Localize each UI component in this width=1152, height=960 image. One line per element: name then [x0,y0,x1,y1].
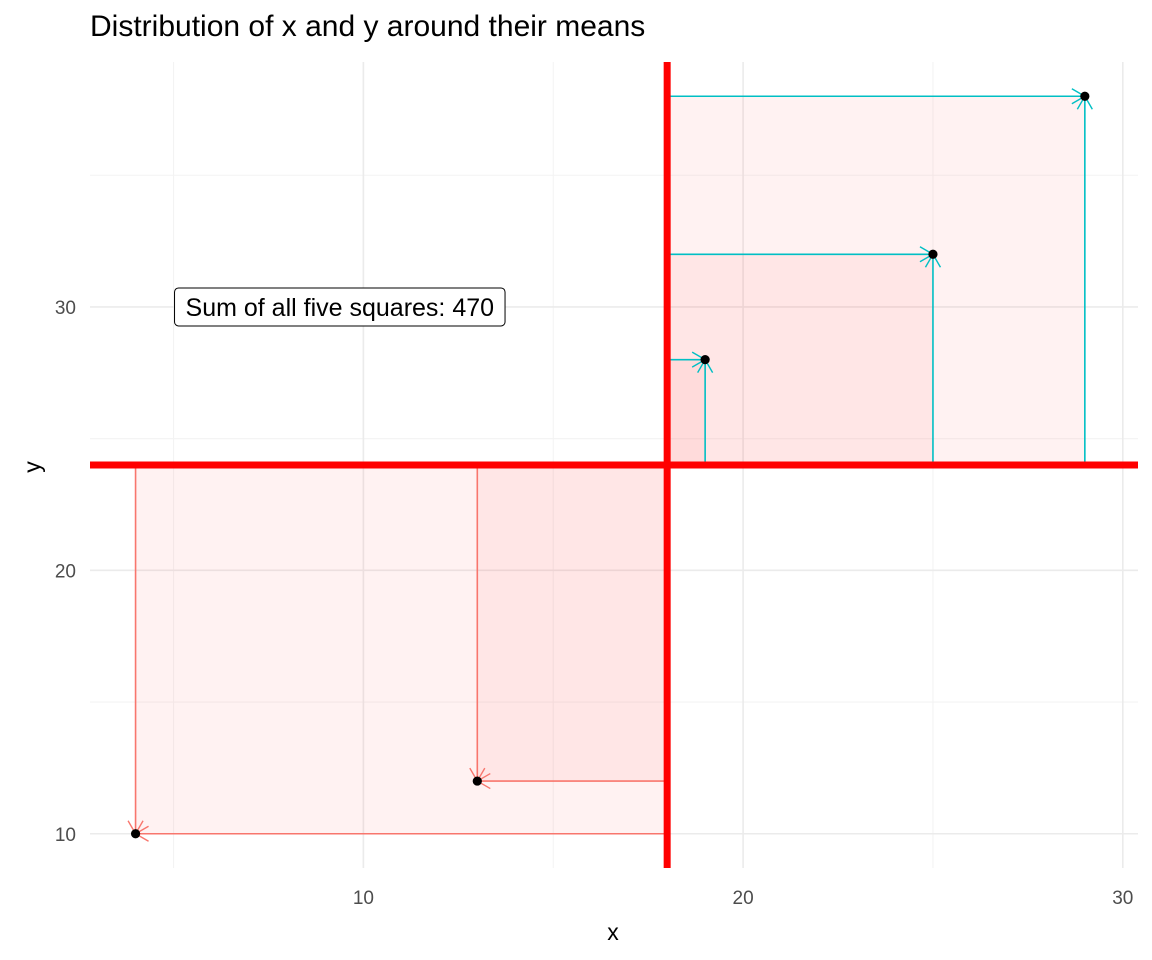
y-tick-label: 20 [55,561,76,582]
x-tick-label: 30 [1112,888,1133,909]
data-point [1080,91,1090,101]
deviation-arrows [127,88,1093,842]
data-point [928,249,938,259]
x-axis-label: x [607,919,619,945]
chart-title: Distribution of x and y around their mea… [90,10,646,43]
deviation-square [667,254,933,465]
y-tick-label: 10 [55,825,76,846]
annotation: Sum of all five squares: 470 [174,287,506,327]
deviation-square [135,465,668,834]
deviation-square [667,96,1085,466]
annotation-text: Sum of all five squares: 470 [186,294,495,322]
y-axis-label: y [19,461,45,473]
y-tick-label: 30 [55,298,76,319]
x-tick-label: 20 [733,888,754,909]
deviation-square [477,465,668,782]
mean-lines [90,62,1138,868]
data-point [472,776,482,786]
deviation-square [667,359,706,465]
deviation-squares [135,96,1085,834]
data-points [130,91,1090,839]
tick-labels: 10 20 30 10 20 30 [55,298,1134,909]
annotation-box [174,287,506,327]
data-point [700,355,710,365]
x-tick-label: 10 [353,888,374,909]
data-point [130,829,141,839]
